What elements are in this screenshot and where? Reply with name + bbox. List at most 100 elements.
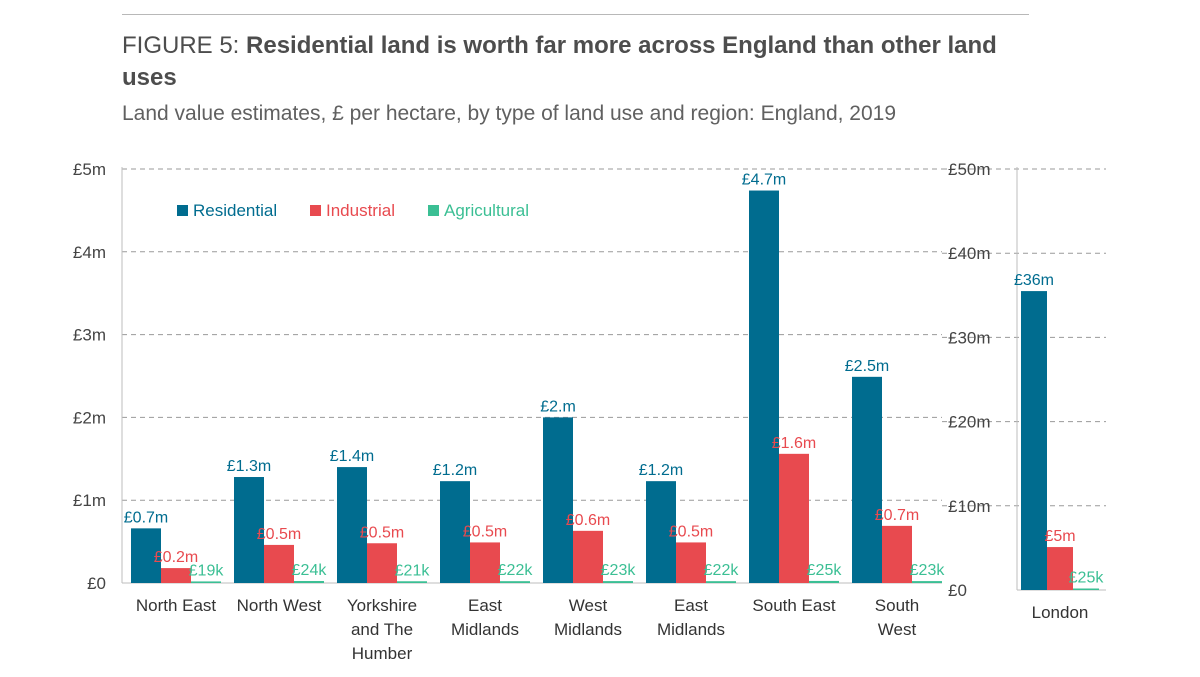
category-label-line: East: [468, 596, 502, 615]
y-tick-label: £40m: [948, 244, 991, 263]
category-label-line: East: [674, 596, 708, 615]
bar-industrial-west-midlands: [573, 530, 603, 583]
legend-label-agricultural: Agricultural: [444, 201, 529, 220]
bar-industrial-london: [1047, 547, 1073, 590]
bar-agricultural-south-east: [809, 580, 839, 583]
bar-residential-north-east: [131, 528, 161, 583]
bar-agricultural-north-west: [294, 581, 324, 583]
data-label-industrial: £0.5m: [463, 523, 507, 540]
bar-agricultural-london: [1073, 588, 1099, 590]
data-label-agricultural: £25k: [807, 562, 843, 579]
data-label-industrial: £0.6m: [566, 512, 610, 529]
regions-panel: £0 £1m £2m £3m £4m £5m £0.7m £0.2m£19k North Eas…: [73, 160, 945, 663]
category-label: East Midlands: [451, 596, 519, 639]
category-label: East Midlands: [657, 596, 725, 639]
data-label-agricultural: £23k: [601, 562, 637, 579]
category-label: South West: [875, 596, 919, 639]
chart-subtitle: Land value estimates, £ per hectare, by …: [122, 102, 897, 125]
category-label-line: Midlands: [657, 620, 725, 639]
data-label-agricultural: £19k: [189, 562, 225, 579]
bar-residential-north-west: [234, 477, 264, 583]
category-label: North East: [136, 596, 217, 615]
legend-label-industrial: Industrial: [326, 201, 395, 220]
y-tick-label: £30m: [948, 328, 991, 347]
category-label-line: South: [875, 596, 919, 615]
y-tick-label: £0: [948, 581, 967, 600]
y-tick-label: £0: [87, 574, 106, 593]
bar-residential-east-midlands: [440, 481, 470, 583]
bar-residential-south-east: [749, 190, 779, 583]
data-label-residential: £1.3m: [227, 458, 271, 475]
data-label-residential: £2.m: [540, 398, 576, 415]
y-tick-label: £2m: [73, 408, 106, 427]
top-rule: [122, 14, 1029, 15]
category-label-line: and The: [351, 620, 413, 639]
y-tick-label: £20m: [948, 413, 991, 432]
data-label-residential: £0.7m: [124, 509, 168, 526]
y-tick-label: £10m: [948, 497, 991, 516]
data-label-industrial: £0.5m: [257, 526, 301, 543]
category-label: West Midlands: [554, 596, 622, 639]
london-panel: £0 £10m £20m £30m £40m £50m £36m £5m £25k London: [942, 160, 1106, 622]
data-label-agricultural: £21k: [395, 562, 431, 579]
data-label-industrial: £1.6m: [772, 435, 816, 452]
figure-label: FIGURE 5:: [122, 32, 247, 59]
bar-agricultural-yorkshire-and-the-humber: [397, 581, 427, 583]
data-label-residential: £2.5m: [845, 358, 889, 375]
category-label-line: West: [569, 596, 608, 615]
chart-title: FIGURE 5: Residential land is worth far …: [122, 30, 1052, 94]
bar-residential-east-midlands: [646, 481, 676, 583]
category-label-line: North West: [237, 596, 322, 615]
y-tick-label: £4m: [73, 243, 106, 262]
data-label-residential: £1.2m: [433, 462, 477, 479]
category-label: North West: [237, 596, 322, 615]
data-label-agricultural: £25k: [1069, 570, 1105, 587]
title-text: Residential land is worth far more acros…: [122, 32, 997, 91]
legend-label-residential: Residential: [193, 201, 277, 220]
bar-agricultural-east-midlands: [706, 581, 736, 583]
bar-industrial-east-midlands: [470, 542, 500, 583]
bar-industrial-south-east: [779, 453, 809, 583]
data-label-industrial: £0.2m: [154, 549, 198, 566]
bar-residential-yorkshire-and-the-humber: [337, 467, 367, 583]
data-label-industrial: £0.7m: [875, 507, 919, 524]
legend-swatch-residential: [177, 205, 188, 216]
data-label-industrial: £5m: [1044, 528, 1075, 545]
data-label-agricultural: £24k: [292, 562, 328, 579]
category-label-line: North East: [136, 596, 217, 615]
legend-swatch-industrial: [310, 205, 321, 216]
data-label-residential: £36m: [1014, 272, 1054, 289]
category-label-line: London: [1032, 603, 1089, 622]
legend-swatch-agricultural: [428, 205, 439, 216]
data-label-agricultural: £23k: [910, 562, 946, 579]
data-label-agricultural: £22k: [704, 562, 740, 579]
category-label-line: Midlands: [451, 620, 519, 639]
y-tick-label: £1m: [73, 491, 106, 510]
category-label-line: West: [878, 620, 917, 639]
bar-industrial-south-west: [882, 525, 912, 583]
bar-industrial-yorkshire-and-the-humber: [367, 543, 397, 583]
y-tick-label: £50m: [948, 160, 991, 179]
category-label-line: Midlands: [554, 620, 622, 639]
data-label-industrial: £0.5m: [669, 523, 713, 540]
bar-residential-south-west: [852, 376, 882, 583]
data-label-residential: £1.4m: [330, 448, 374, 465]
category-label: London: [1032, 603, 1089, 622]
data-label-agricultural: £22k: [498, 562, 534, 579]
data-label-residential: £1.2m: [639, 462, 683, 479]
category-label: Yorkshire and The Humber: [347, 596, 417, 663]
category-label: South East: [752, 596, 835, 615]
y-tick-label: £5m: [73, 160, 106, 179]
category-label-line: Yorkshire: [347, 596, 417, 615]
bar-residential-london: [1021, 291, 1047, 590]
category-label-line: Humber: [352, 644, 413, 663]
bar-agricultural-north-east: [191, 581, 221, 583]
bar-industrial-north-east: [161, 568, 191, 583]
y-tick-label: £3m: [73, 326, 106, 345]
legend: Residential Industrial Agricultural: [177, 201, 529, 220]
data-label-residential: £4.7m: [742, 172, 786, 189]
bar-industrial-north-west: [264, 544, 294, 583]
bar-residential-west-midlands: [543, 417, 573, 583]
bar-agricultural-west-midlands: [603, 581, 633, 583]
